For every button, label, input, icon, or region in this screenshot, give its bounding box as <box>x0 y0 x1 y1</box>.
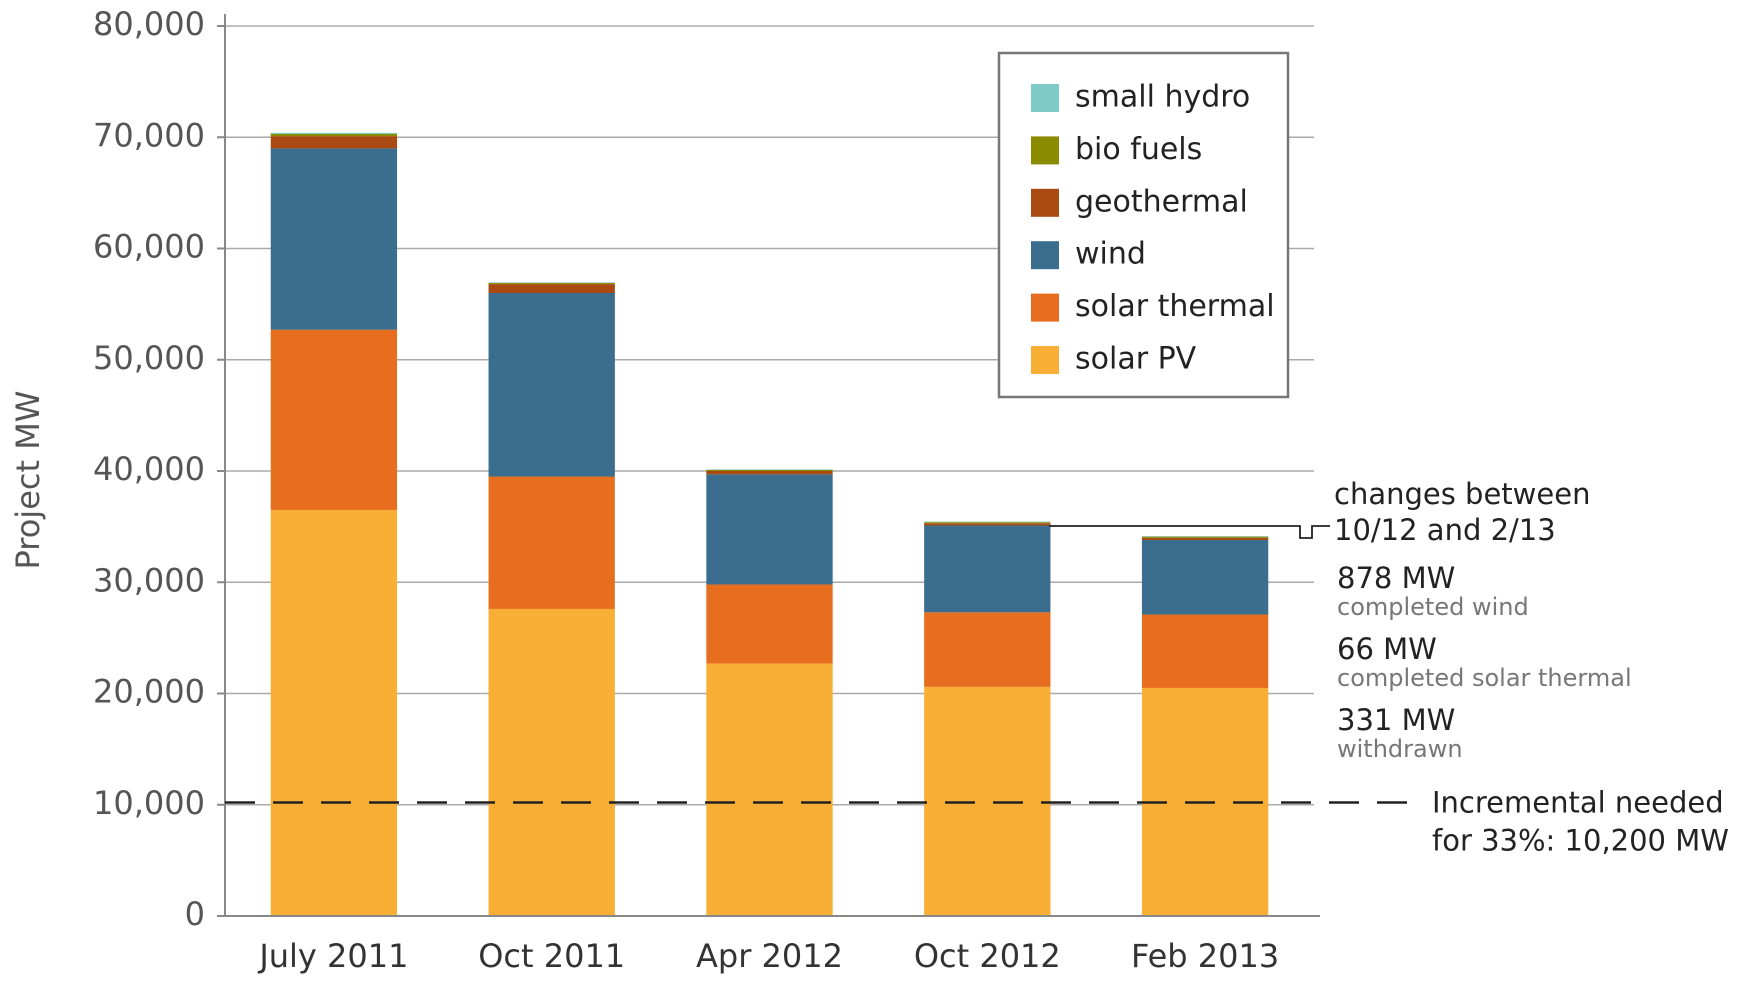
y-tick-label: 50,000 <box>93 339 205 377</box>
bar-segment <box>488 282 615 285</box>
annotation-header: changes between <box>1334 477 1590 511</box>
y-tick-label: 70,000 <box>93 116 205 154</box>
bar-segment <box>706 469 833 471</box>
legend-label: wind <box>1075 237 1146 272</box>
legend-label: solar thermal <box>1075 289 1275 324</box>
y-tick-label: 30,000 <box>93 561 205 599</box>
callout <box>1049 525 1330 539</box>
annotation-note: withdrawn <box>1337 735 1463 763</box>
x-tick-label: Apr 2012 <box>696 937 843 975</box>
y-tick-label: 60,000 <box>93 228 205 266</box>
legend-label: geothermal <box>1075 184 1248 219</box>
bar-segment <box>1141 536 1269 537</box>
bar-segment <box>706 584 833 664</box>
bar-segment <box>270 329 398 510</box>
annotation-value: 66 MW <box>1337 632 1437 666</box>
bar-segment <box>1141 536 1269 538</box>
y-tick-label: 80,000 <box>93 5 205 43</box>
y-tick-label: 0 <box>185 895 205 933</box>
bar-segment <box>270 133 398 137</box>
bar-segment <box>924 523 1051 526</box>
annotation-header: 10/12 and 2/13 <box>1334 513 1556 547</box>
legend-swatch <box>1031 346 1059 374</box>
reference-label: for 33%: 10,200 MW <box>1432 824 1729 858</box>
bar-segment <box>924 686 1051 916</box>
bar-segment <box>488 282 615 283</box>
annotation-note: completed wind <box>1337 593 1529 621</box>
bar-segment <box>706 471 833 475</box>
bar-segment <box>488 293 615 477</box>
x-tick-label: Feb 2013 <box>1131 937 1279 975</box>
bar-segment <box>924 522 1051 524</box>
bar-segment <box>924 612 1051 687</box>
legend-swatch <box>1031 84 1059 112</box>
bar-segment <box>270 148 398 330</box>
bar-segment <box>706 469 833 470</box>
y-tick-label: 40,000 <box>93 450 205 488</box>
x-tick-label: Oct 2012 <box>914 937 1061 975</box>
legend-label: small hydro <box>1075 80 1250 115</box>
legend-label: bio fuels <box>1075 132 1202 167</box>
bar-segment <box>924 521 1051 523</box>
x-tick-label: Oct 2011 <box>478 937 625 975</box>
bar-segment <box>706 474 833 585</box>
bar-segment <box>1141 614 1269 688</box>
bar-segment <box>488 476 615 609</box>
bar-segment <box>1141 537 1269 540</box>
bar-segment <box>1141 539 1269 615</box>
legend-swatch <box>1031 293 1059 322</box>
y-tick-label: 10,000 <box>93 784 205 822</box>
legend-swatch <box>1031 241 1059 270</box>
bar-segment <box>488 284 615 293</box>
reference-label: Incremental needed <box>1432 786 1724 820</box>
legend-swatch <box>1031 136 1059 165</box>
annotation-value: 878 MW <box>1337 561 1455 595</box>
bar-segment <box>270 509 398 916</box>
annotation-note: completed solar thermal <box>1337 664 1632 692</box>
legend-swatch <box>1031 188 1059 217</box>
legend-label: solar PV <box>1075 342 1197 377</box>
bar-segment <box>706 663 833 916</box>
y-axis-title: Project MW <box>9 391 47 570</box>
x-tick-label: July 2011 <box>257 937 408 975</box>
y-tick-label: 20,000 <box>93 673 205 711</box>
bar-segment <box>270 136 398 149</box>
annotation-value: 331 MW <box>1337 703 1455 737</box>
bar-segment <box>488 608 615 916</box>
bar-segment <box>924 525 1051 613</box>
bar-segment <box>270 132 398 134</box>
